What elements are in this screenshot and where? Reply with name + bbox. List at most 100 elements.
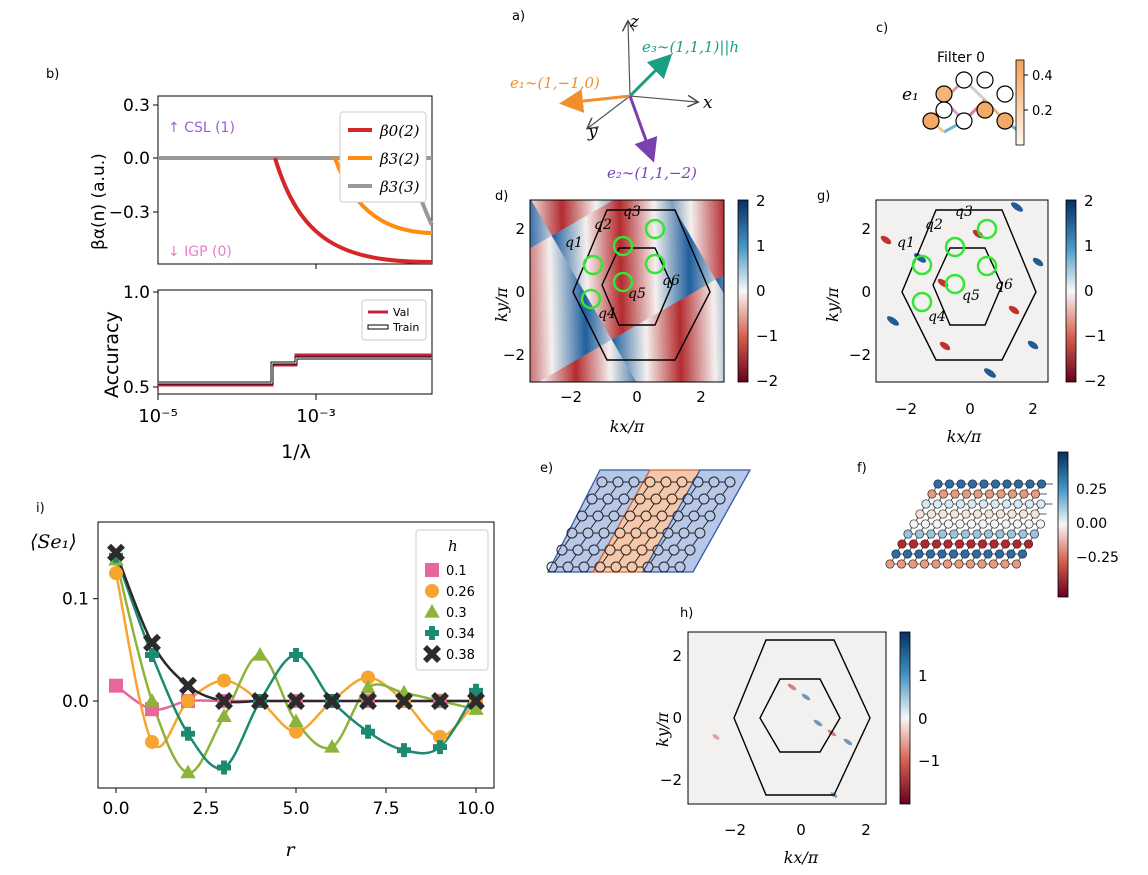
ylabel-b2: Accuracy <box>101 311 123 398</box>
panel-label-e: e) <box>540 461 553 476</box>
ytick-d: 2 <box>515 220 525 238</box>
data-point-0.38 <box>395 692 413 711</box>
data-point-0.38 <box>215 692 233 711</box>
heatmap-h <box>687 631 887 805</box>
q-label: q5 <box>628 286 646 302</box>
xtick-d: 0 <box>632 388 642 406</box>
ylabel-b: βα(n) (a.u.) <box>89 153 109 250</box>
xtick-g: 0 <box>965 400 975 418</box>
ytick-d: 0 <box>515 283 525 301</box>
xlabel-b2: 1/λ <box>281 441 311 463</box>
bz-inner <box>601 247 673 326</box>
panel-f: f) 0.25 0.00 −0.25 <box>857 451 1119 598</box>
legend-item: Train <box>392 321 419 334</box>
data-point-0.38 <box>107 543 125 562</box>
cbar-tick-c: 0.2 <box>1032 104 1053 119</box>
bz-inner <box>759 678 841 753</box>
ytick-d: −2 <box>503 346 525 364</box>
panel-label-b: b) <box>46 67 59 82</box>
ytick-g: 2 <box>861 220 871 238</box>
panel-label-c: c) <box>876 21 888 36</box>
data-point-0.34 <box>145 648 159 662</box>
data-point-0.34 <box>289 648 303 662</box>
legend-b: β0(2) β3(2) β3(3) <box>339 111 427 203</box>
panel-label-f: f) <box>857 461 867 476</box>
xtick-i: 7.5 <box>372 799 399 819</box>
xtick-h: −2 <box>724 821 746 839</box>
ylabel-h: ky/π <box>653 712 672 747</box>
data-point-0.34 <box>397 743 411 758</box>
bz-outer <box>733 639 871 796</box>
panel-i: i) 0.0 2.5 5.0 7.5 10.00.10.0 ⟨Se₁⟩ r h 0.10… <box>30 501 495 861</box>
data-point-0.38 <box>431 692 449 711</box>
xtick-g: −2 <box>895 400 917 418</box>
ytick-i: 0.1 <box>62 590 89 610</box>
xlabel-d: kx/π <box>610 417 645 436</box>
legend-item: Val <box>393 306 409 319</box>
curve-beta02 <box>273 157 433 264</box>
ylabel-d: ky/π <box>492 287 511 322</box>
csl-label: ↑ CSL (1) <box>168 120 235 136</box>
xlabel-h: kx/π <box>784 848 819 867</box>
data-point-0.38 <box>323 692 341 711</box>
data-point-0.3 <box>288 713 304 728</box>
cbar-tick-d: −2 <box>756 372 778 390</box>
ylabel-g: ky/π <box>823 287 842 322</box>
cbar-tick-d: −1 <box>756 327 778 345</box>
panel-label-i: i) <box>36 501 45 516</box>
curve-val <box>158 353 432 387</box>
data-point-0.34 <box>361 724 375 739</box>
bz-outer <box>572 209 711 361</box>
xtick-b2: 10⁻⁵ <box>138 406 178 427</box>
ytick-i: 0.0 <box>62 692 89 712</box>
xlabel-i: r <box>285 839 296 861</box>
q-label: q6 <box>662 273 680 289</box>
cbar-tick-d: 0 <box>756 282 766 300</box>
legend-b2: Val Train <box>361 299 427 341</box>
xtick-h: 2 <box>861 821 871 839</box>
data-point-0.26 <box>145 734 159 749</box>
panel-e: e) <box>540 461 752 573</box>
plot-frame-b2 <box>157 289 433 395</box>
data-point-0.34 <box>469 683 483 698</box>
data-point-0.3 <box>180 764 196 779</box>
q-label: q6 <box>995 277 1013 293</box>
cbar-tick-f: 0.25 <box>1076 482 1107 498</box>
xtick-i: 10.0 <box>457 799 495 819</box>
q-label: q2 <box>925 217 943 233</box>
e3-arrow <box>628 53 673 98</box>
e2-arrow <box>628 95 658 163</box>
ytick-b: −0.3 <box>109 203 150 223</box>
data-point-0.26 <box>217 673 231 688</box>
data-point-0.26 <box>433 729 447 744</box>
colorbar-d <box>737 199 749 383</box>
igp-label: ↓ IGP (0) <box>168 244 232 260</box>
panel-a: a) z x y e₃∼(1,1,1)||h e₁∼(1,−1,0) e₂∼(1… <box>510 9 739 182</box>
q-label: q4 <box>928 309 946 325</box>
cbar-tick-h: 0 <box>918 710 928 728</box>
legend-item: 0.1 <box>446 564 467 579</box>
cbar-tick-g: 2 <box>1084 192 1094 210</box>
cbar-tick-c: 0.4 <box>1032 69 1053 84</box>
cbar-tick-d: 2 <box>756 192 766 210</box>
ytick-g: −2 <box>849 346 871 364</box>
panel-label-d: d) <box>495 189 508 204</box>
data-point-0.38 <box>251 692 269 711</box>
cbar-tick-h: 1 <box>918 667 928 685</box>
axis-ticks-i: 0.0 2.5 5.0 7.5 10.0 0.1 0.0 <box>62 590 495 819</box>
data-point-0.38 <box>359 692 377 711</box>
q-label: q1 <box>565 235 583 251</box>
ytick-b: 0.3 <box>123 96 150 116</box>
data-point-0.26 <box>361 670 375 685</box>
bz-inner <box>932 247 1003 326</box>
ytick-g: 0 <box>861 283 871 301</box>
ytick-b2: 0.5 <box>123 378 150 398</box>
panel-label-h: h) <box>680 606 693 621</box>
ytick-b2: 1.0 <box>123 283 150 303</box>
cbar-tick-g: 1 <box>1084 237 1094 255</box>
axis-y-label: y <box>587 122 598 142</box>
xlabel-g: kx/π <box>947 427 982 446</box>
q-label: q3 <box>623 204 641 220</box>
cbar-tick-h: −1 <box>918 752 940 770</box>
filter-e1-label: e₁ <box>902 85 919 105</box>
